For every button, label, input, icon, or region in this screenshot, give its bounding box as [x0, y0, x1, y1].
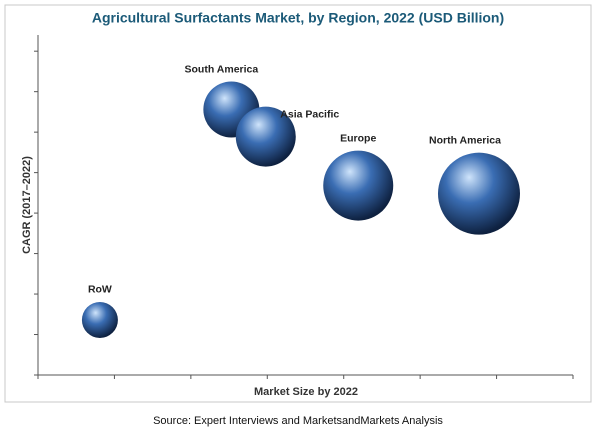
bubble-label: North America: [429, 134, 501, 146]
bubble-label: Europe: [340, 132, 376, 144]
bubble: [235, 106, 296, 167]
bubble: [437, 152, 520, 235]
bubble-label: Asia Pacific: [280, 108, 339, 120]
bubble: [323, 150, 394, 221]
chart-title: Agricultural Surfactants Market, by Regi…: [92, 10, 504, 26]
source-note: Source: Expert Interviews and Marketsand…: [153, 415, 443, 427]
y-axis-label: CAGR (2017–2022): [21, 156, 33, 254]
bubble-label: RoW: [88, 284, 112, 296]
bubble-label: South America: [185, 63, 259, 75]
x-axis-label: Market Size by 2022: [254, 386, 358, 398]
bubble: [81, 301, 118, 338]
frame: [4, 4, 592, 403]
